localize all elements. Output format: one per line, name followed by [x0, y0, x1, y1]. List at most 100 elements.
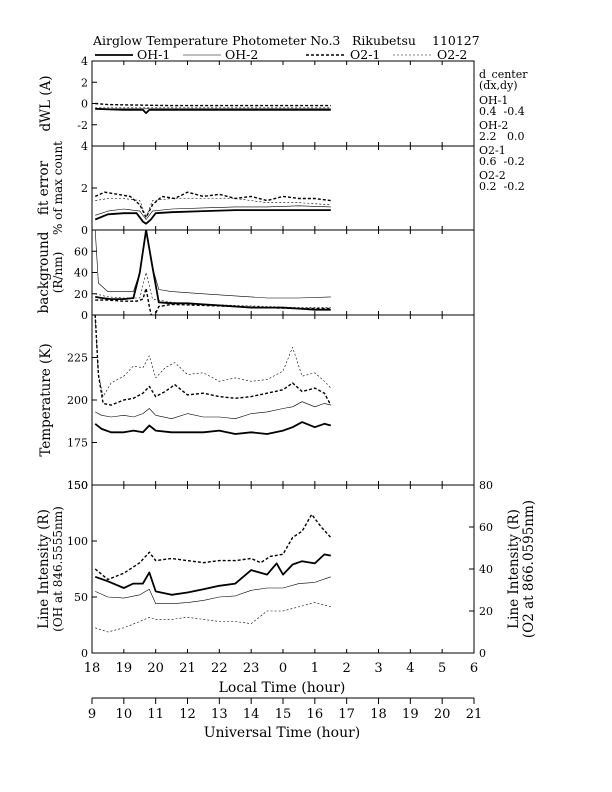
d-center-block: d_center (dx,dy) OH-1 0.4 -0.4 OH-2 2.2 …	[479, 68, 528, 193]
series-o21-temp	[94, 315, 332, 406]
y-tick-label-dwl: -2	[77, 119, 88, 132]
y-right-tick-label-int: 60	[479, 521, 493, 534]
y-axis-right-label-int: Line Intensity (R)	[506, 509, 522, 629]
series-oh1-temp	[94, 421, 332, 435]
d-center-name-o22: O2-2	[479, 169, 506, 182]
y-axis-label-fit: % of max count	[51, 141, 65, 235]
series-oh2-bg	[94, 230, 331, 299]
y-right-tick-label-int: 20	[479, 605, 493, 618]
y-tick-label-int: 100	[67, 535, 88, 548]
lt-tick-label: 0	[279, 661, 287, 676]
y-axis-label-bg: (R/nm)	[51, 252, 65, 294]
y-tick-label-fit: 0	[81, 224, 88, 237]
lt-tick-label: 19	[116, 661, 133, 676]
ut-tick-label: 21	[466, 707, 483, 722]
ut-tick-label: 9	[88, 707, 96, 722]
series-group-temp	[94, 315, 332, 435]
d-center-header: d_center	[479, 68, 528, 81]
panel-bg: 60 40 20 0 background (R/nm)	[36, 229, 475, 322]
local-time-label: Local Time (hour)	[219, 680, 346, 696]
series-oh2-fit	[95, 205, 331, 220]
series-o22-temp	[94, 315, 332, 397]
series-o22-fit	[95, 198, 331, 218]
series-o21-dwl	[95, 102, 331, 107]
lt-tick-label: 3	[374, 661, 382, 676]
lt-tick-label: 2	[343, 661, 351, 676]
y-tick-label-bg: 40	[74, 267, 88, 280]
ut-tick-label: 13	[211, 707, 228, 722]
y-tick-label-dwl: 4	[81, 55, 88, 68]
legend-label-oh2: OH-2	[225, 47, 258, 62]
ut-tick-label: 15	[275, 707, 292, 722]
y-right-tick-label-int: 0	[479, 647, 486, 660]
lt-tick-label: 5	[438, 661, 446, 676]
d-center-name-oh2: OH-2	[479, 119, 508, 132]
lt-tick-label: 18	[84, 661, 101, 676]
series-o21-int	[94, 513, 332, 581]
y-tick-label-int: 50	[74, 591, 88, 604]
y-axis-label-int: Line Intensity (R)	[36, 509, 52, 629]
lt-tick-label: 4	[406, 661, 414, 676]
ut-tick-label: 16	[307, 707, 324, 722]
legend-label-o21: O2-1	[350, 47, 380, 62]
d-center-name-o21: O2-1	[479, 144, 506, 157]
y-tick-label-bg: 20	[74, 288, 88, 301]
y-tick-label-temp: 200	[67, 394, 88, 407]
ut-tick-label: 17	[338, 707, 355, 722]
ut-tick-label: 18	[370, 707, 387, 722]
legend-label-oh1: OH-1	[137, 47, 170, 62]
series-group-bg	[94, 230, 331, 315]
lt-tick-label: 20	[147, 661, 164, 676]
y-tick-label-bg: 0	[81, 309, 88, 322]
series-oh2-temp	[95, 401, 331, 420]
panel-fit: 4 2 0 fit error% of max count	[36, 140, 475, 237]
y-axis-label-temp: Temperature (K)	[38, 343, 54, 456]
legend: OH-1 OH-2 O2-1 O2-2	[95, 47, 467, 62]
panel-frame-fit	[91, 145, 475, 231]
universal-time-axis: 9 10 11 12 13 14 15 16 17 18 19 20 21	[88, 697, 483, 722]
panel-dwl: 4 2 0 -2 dWL (A)	[38, 55, 475, 147]
ut-tick-label: 14	[243, 707, 260, 722]
local-time-axis: 18 19 20 21 22 23 0 1 2 3 4 5 6	[84, 661, 478, 676]
y-tick-label-fit: 4	[81, 140, 88, 153]
y-axis-label-bg: background	[36, 231, 52, 313]
lt-tick-label: 23	[243, 661, 260, 676]
lt-tick-label: 21	[179, 661, 196, 676]
y-axis-label-fit: fit error	[36, 160, 52, 215]
station-name: Rikubetsu	[352, 33, 416, 48]
y-axis-label-int: (OH at 846.5555nm)	[51, 506, 65, 632]
panel-frame-temp	[91, 314, 475, 486]
ut-tick-label: 19	[402, 707, 419, 722]
ut-tick-label: 10	[116, 707, 133, 722]
y-tick-label-dwl: 2	[81, 76, 88, 89]
series-oh1-int	[94, 553, 331, 596]
series-group-int	[94, 513, 332, 633]
y-tick-label-int: 0	[81, 647, 88, 660]
series-o21-fit	[94, 191, 331, 219]
y-tick-label-temp: 175	[67, 437, 88, 450]
y-tick-label-bg: 60	[74, 245, 88, 258]
y-right-tick-label-int: 40	[479, 563, 493, 576]
series-group-dwl	[95, 102, 331, 114]
ut-tick-label: 11	[147, 707, 164, 722]
series-oh2-int	[95, 576, 331, 605]
series-oh1-dwl	[95, 107, 331, 114]
universal-time-label: Universal Time (hour)	[204, 725, 361, 741]
figure-header: Airglow Temperature Photometer No.3 Riku…	[92, 33, 480, 48]
panel-temp: 225 200 175 150 Temperature (K)	[38, 314, 475, 492]
y-tick-label-fit: 2	[81, 182, 88, 195]
series-o22-bg	[95, 272, 331, 308]
panel-frame-bg	[91, 229, 475, 316]
legend-label-o22: O2-2	[437, 47, 467, 62]
series-oh1-fit	[94, 209, 331, 225]
ut-tick-label: 12	[179, 707, 196, 722]
d-center-value-o21: 0.6 -0.2	[479, 155, 525, 168]
date-code: 110127	[432, 33, 480, 48]
series-oh1-bg	[95, 230, 331, 311]
series-o22-int	[95, 602, 331, 633]
panel-frame-int	[91, 484, 475, 654]
y-tick-label-temp: 225	[67, 352, 88, 365]
y-axis-label-dwl: dWL (A)	[38, 75, 54, 131]
